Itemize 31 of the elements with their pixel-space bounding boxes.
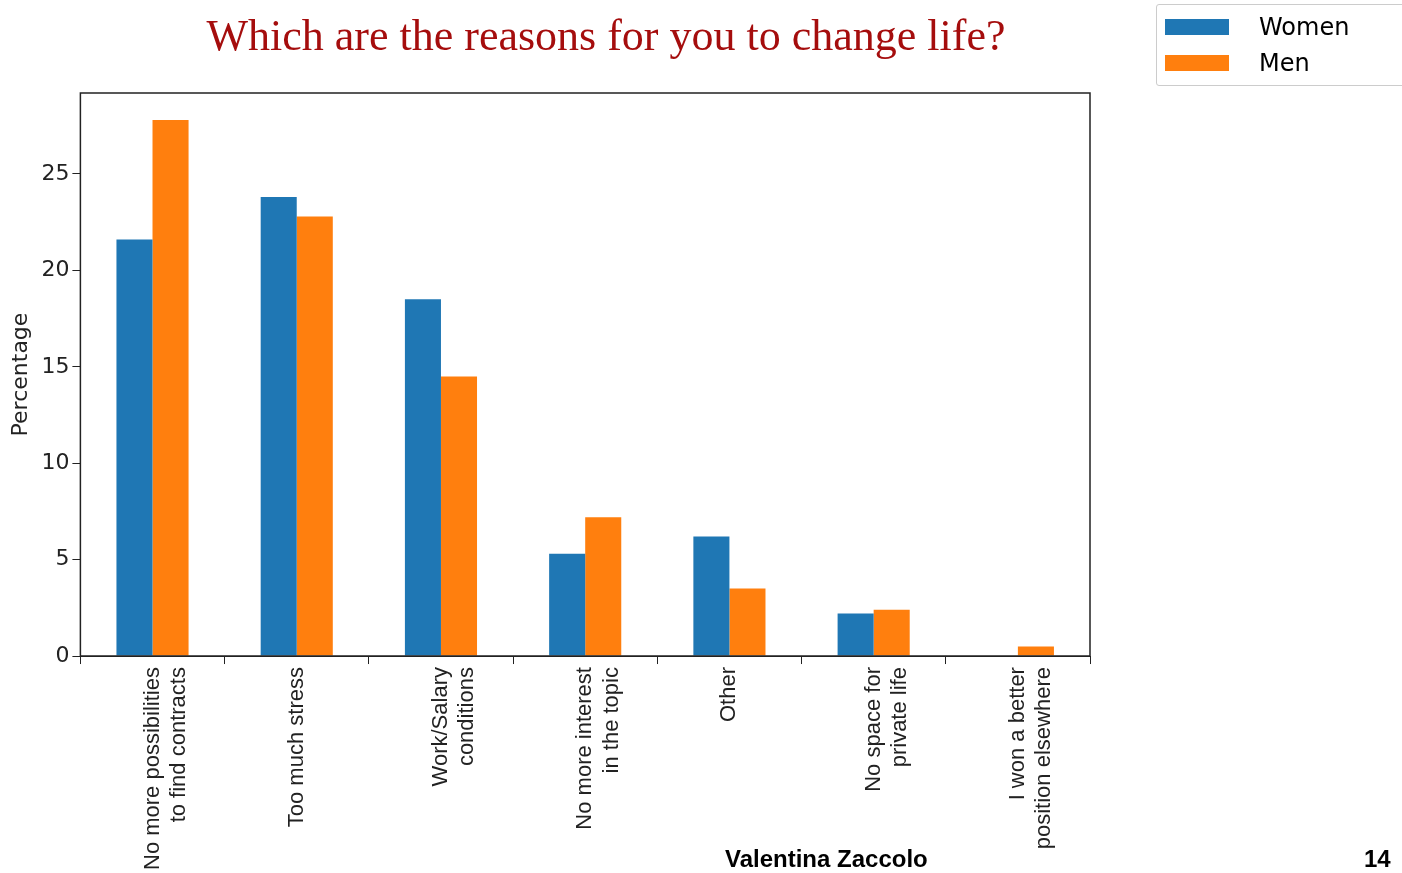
y-tick-label: 0 <box>55 641 70 667</box>
x-tick-label: No more possibilities to find contracts <box>138 667 190 871</box>
y-axis-title: Percentage <box>6 312 32 437</box>
bar <box>837 613 874 656</box>
text: 14 <box>1364 845 1391 873</box>
bar <box>440 376 478 656</box>
bar <box>549 553 586 656</box>
bar <box>260 197 297 656</box>
bar <box>116 239 153 656</box>
bar <box>1017 646 1054 656</box>
legend-label: Men <box>1259 49 1310 77</box>
y-tick-label: 10 <box>41 448 70 474</box>
x-tick-label: Work/Salary conditions <box>427 667 479 787</box>
y-tick-label: 15 <box>41 352 70 378</box>
legend-label: Women <box>1259 13 1350 41</box>
bar <box>693 536 730 656</box>
y-tick-label: 20 <box>41 256 70 282</box>
bar <box>404 299 441 656</box>
y-tick-label: 5 <box>55 545 70 571</box>
chart-title: Which are the reasons for you to change life? <box>205 10 1007 61</box>
x-tick-label: No more interest in the topic <box>571 667 623 830</box>
x-tick-label: Other <box>715 667 741 723</box>
x-tick-label: Too much stress <box>282 667 308 828</box>
bar <box>729 588 766 656</box>
bar <box>152 120 189 656</box>
y-tick-label: 25 <box>41 159 70 185</box>
bar <box>296 216 333 656</box>
text: Valentina Zaccolo <box>725 845 928 873</box>
x-tick-label: No space for private life <box>859 667 912 792</box>
bar <box>585 517 622 656</box>
bar <box>873 609 910 656</box>
